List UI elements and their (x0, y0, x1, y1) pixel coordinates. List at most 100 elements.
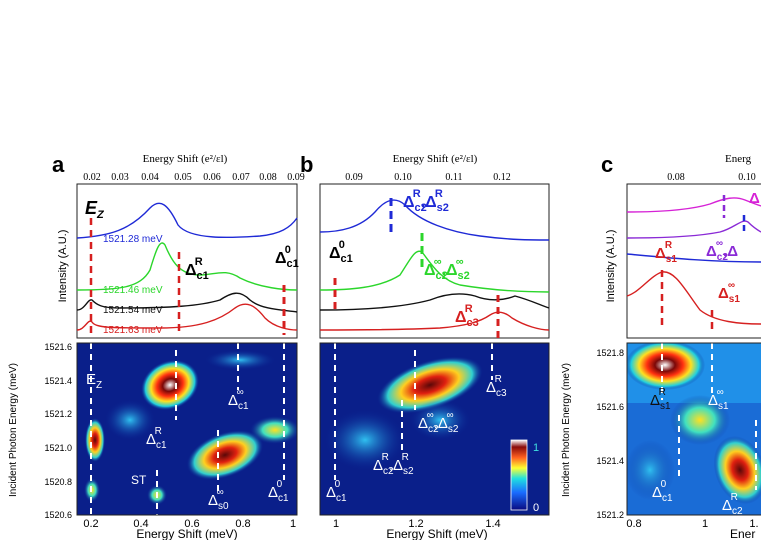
intensity-blob (627, 440, 675, 500)
spectrum-line (626, 197, 761, 213)
annotation-part: Δ (655, 245, 666, 262)
annotation-part: c2 (415, 202, 427, 214)
annotation-part: E (86, 371, 96, 388)
y-tick: 1521.2 (44, 409, 72, 419)
annotation-delta-cut: Δ (749, 190, 760, 207)
y-axis-ticks: 1521.6 1521.4 1521.2 1521.0 1520.8 1520.… (44, 342, 72, 520)
annotation-part: c1 (278, 493, 289, 504)
annotation-part: ,Δ (442, 262, 458, 279)
annotation-delta-c2-r: Δc2 R (722, 492, 743, 517)
annotation-part: c1 (341, 253, 353, 265)
annotation-part: s0 (218, 501, 229, 512)
annotation-part: Δ (326, 484, 336, 501)
annotation-part: c1 (287, 258, 299, 270)
spectrum-line (76, 303, 298, 331)
annotation-delta-c1-inf: Δc1 ∞ (228, 387, 249, 412)
panel-b: b Energy Shift (e²/εl) 0.09 0.10 0.11 0.… (300, 152, 550, 540)
annotation-part: R (465, 303, 473, 315)
annotation-delta-c2-s2-r: Δc2 R,Δs2 R (403, 188, 449, 214)
annotation-part: ,Δ (723, 243, 738, 260)
annotation-part: c2 (383, 466, 394, 477)
annotation-part: Δ (329, 245, 341, 262)
top-tick: 0.12 (493, 172, 511, 183)
spectra-frame (319, 183, 550, 339)
top-tick: 0.06 (203, 172, 221, 183)
spectrum-line (319, 293, 550, 311)
x-tick: 0.4 (133, 518, 148, 530)
annotation-part: Δ (486, 379, 496, 396)
x-tick: 0.2 (83, 518, 98, 530)
y-tick: 1521.6 (44, 342, 72, 352)
spectra-frame (626, 183, 761, 339)
annotation-part: Δ (652, 484, 662, 501)
annotation-delta-c1-0: Δc1 0 (326, 479, 347, 504)
y-tick: 1521.4 (596, 456, 624, 466)
annotation-part: s2 (403, 466, 414, 477)
annotation-part: ∞ (427, 410, 434, 421)
spectrum-line (319, 311, 550, 331)
y-tick: 1521.0 (44, 443, 72, 453)
annotation-part: R (382, 452, 389, 463)
top-tick: 0.02 (83, 172, 101, 183)
annotation-delta-c2-s2-inf: Δc2 ∞,Δs2 ∞ (418, 410, 459, 435)
panel-c: c Energ 0.08 0.10 Intensity (A.U.) Δs1 R … (561, 152, 761, 540)
annotation-part: c1 (238, 401, 249, 412)
panel-letter: b (300, 152, 313, 177)
annotation-ez: EZ (86, 371, 102, 391)
annotation-part: c1 (197, 270, 209, 282)
annotation-part: c2 (732, 506, 743, 517)
annotation-delta-s1-r: Δs1 R (650, 387, 671, 412)
map-frame (319, 342, 550, 516)
top-tick: 0.09 (287, 172, 305, 183)
annotation-delta-c1-r: Δc1 R (185, 256, 209, 282)
annotation-part: Δ (228, 392, 238, 409)
annotation-part: R (413, 188, 421, 200)
top-axis-label: Energy Shift (e²/εl) (143, 153, 228, 165)
spectrum-line (76, 202, 298, 239)
annotation-delta-c1-r: Δc1 R (146, 426, 167, 451)
annotation-part: s2 (448, 424, 459, 435)
annotation-part: R (495, 374, 502, 385)
annotation-part: s1 (666, 254, 678, 265)
map-frame (626, 342, 761, 516)
intensity-blob (205, 350, 275, 370)
map-annotations: Δs1 R Δs1 ∞ Δc1 0 Δc2 R (650, 387, 743, 517)
x-tick: 0.6 (184, 518, 199, 530)
map-annotations: Δc3R Δc2∞,Δs2∞ Δc2R,Δs2R Δc10 (326, 374, 507, 504)
x-axis-ticks: 0.8 1 1. (626, 518, 758, 530)
annotation-part: s2 (437, 202, 449, 214)
annotation-part: Δ (718, 285, 729, 302)
annotation-part: Δ (650, 392, 660, 409)
spectrum-annotations: Δc10 Δc2R,Δs2R Δc2∞,Δs2∞ Δc3R (329, 188, 479, 329)
annotation-part: 0 (335, 479, 341, 490)
spectrum-line (626, 271, 761, 325)
annotation-part: Δ (708, 392, 718, 409)
x-axis-ticks: 1 1.2 1.4 (333, 518, 501, 530)
top-axis-ticks: 0.09 0.10 0.11 0.12 (345, 172, 511, 183)
panel-letter: a (52, 152, 65, 177)
intensity-blob (186, 430, 264, 480)
annotation-part: c1 (156, 440, 167, 451)
top-tick: 0.08 (667, 172, 685, 183)
annotation-part: s1 (729, 294, 741, 305)
top-axis-ticks: 0.02 0.03 0.04 0.05 0.06 0.07 0.08 0.09 (83, 172, 305, 183)
intensity-blob (410, 400, 470, 440)
annotation-delta-c1-0: Δc1 0 (329, 239, 353, 265)
spectrum-label: 1521.46 meV (103, 285, 163, 296)
spectrum-label: 1521.28 meV (103, 234, 163, 245)
annotation-delta-c1-0: Δc1 0 (652, 479, 673, 504)
panel-letter: c (601, 152, 613, 177)
annotation-part: R (435, 188, 443, 200)
spectrum-line (319, 199, 550, 241)
y-axis-ticks: 1521.8 1521.6 1521.4 1521.2 (596, 348, 624, 520)
top-axis-label: Energy Shift (e²/εl) (393, 153, 478, 165)
x-tick: 0.8 (626, 518, 641, 530)
annotation-part: ∞ (434, 256, 442, 268)
annotation-part: c3 (496, 388, 507, 399)
y-tick: 1520.8 (44, 477, 72, 487)
colorbar-max: 1 (533, 442, 539, 454)
annotation-delta-s0-inf: Δs0 ∞ (208, 487, 229, 512)
intensity-blob (713, 436, 761, 504)
x-tick: 1. (749, 518, 758, 530)
